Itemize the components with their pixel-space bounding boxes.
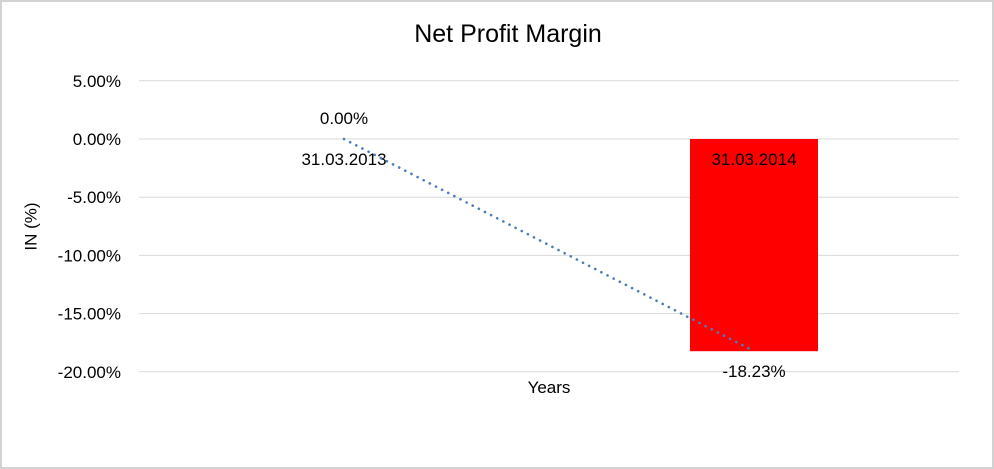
y-tick-label: -10.00% [58,246,121,265]
category-label: 31.03.2013 [301,150,386,169]
y-tick-label: -15.00% [58,305,121,324]
data-label: 0.00% [320,109,368,128]
y-tick-label: 0.00% [73,130,121,149]
y-tick-label: -5.00% [67,188,121,207]
data-label: -18.23% [722,362,785,381]
x-axis-title: Years [527,378,571,397]
chart-title: Net Profit Margin [414,20,602,48]
trendline[interactable] [342,137,756,353]
category-label: 31.03.2014 [711,150,796,169]
y-tick-label: -20.00% [58,363,121,382]
bar-31.03.2014[interactable] [690,139,818,352]
y-tick-label: 5.00% [73,72,121,91]
